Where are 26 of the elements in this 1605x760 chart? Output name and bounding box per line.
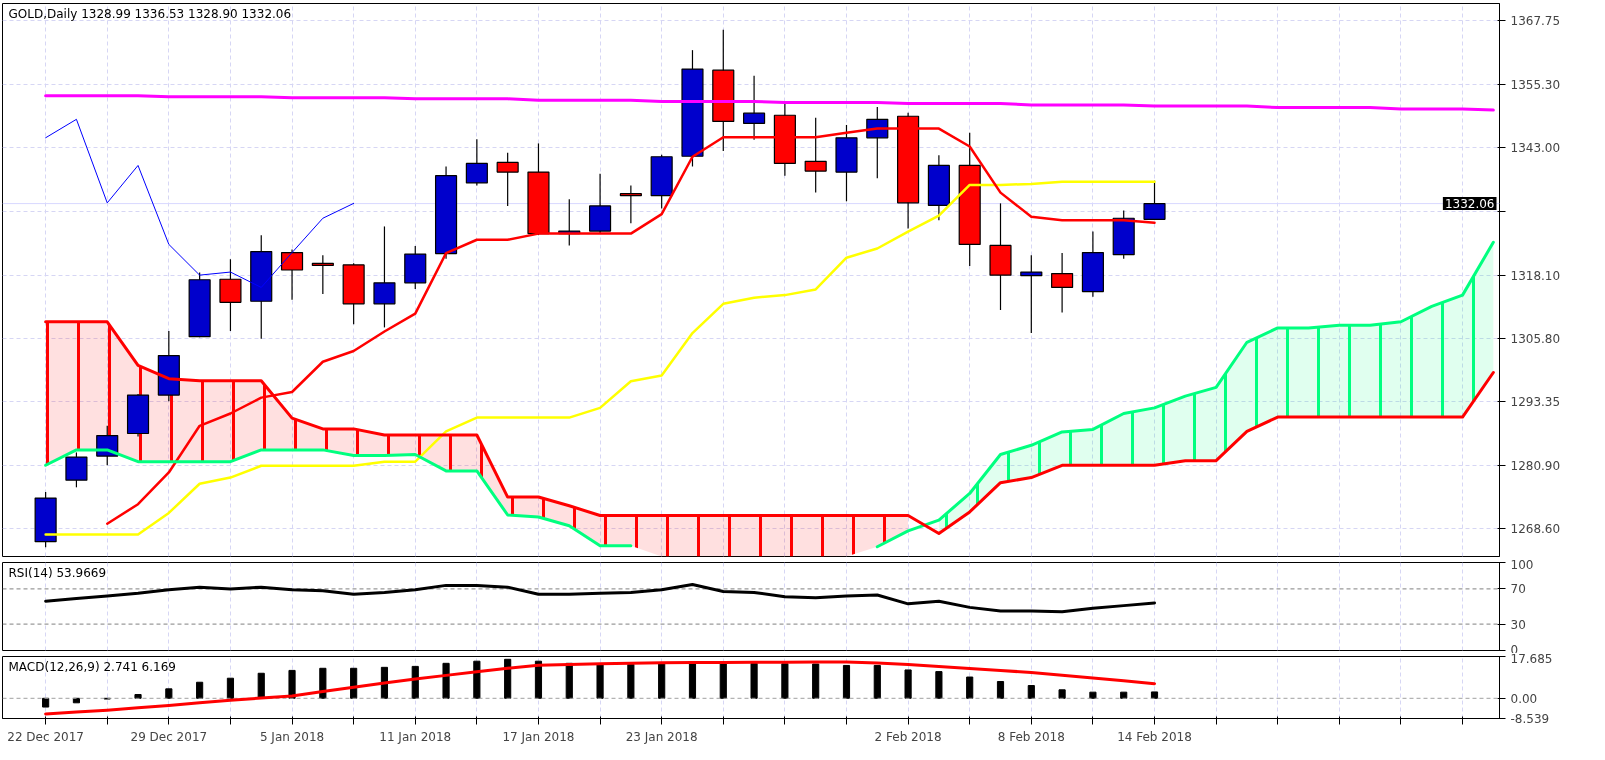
x-tick-label: 5 Jan 2018 xyxy=(259,729,325,744)
x-tick-label: 17 Jan 2018 xyxy=(502,729,575,744)
chart-title: MACD(12,26,9) 2.741 6.169 xyxy=(8,659,176,674)
chart-title: GOLD,Daily 1328.99 1336.53 1328.90 1332.06 xyxy=(8,6,292,21)
chart-title: RSI(14) 53.9669 xyxy=(8,565,107,580)
y-tick-label: 100 xyxy=(1510,557,1534,572)
y-tick-label: 1343.00 xyxy=(1510,141,1561,156)
y-tick-label: 0.00 xyxy=(1510,691,1538,706)
x-tick-label: 23 Jan 2018 xyxy=(625,729,698,744)
ref-line-label: 1332.06 xyxy=(1444,197,1495,212)
y-tick-label: 1305.80 xyxy=(1510,331,1561,346)
x-tick-label: 8 Feb 2018 xyxy=(997,729,1065,744)
y-tick-label: 1318.10 xyxy=(1510,268,1561,283)
y-tick-label: -8.539 xyxy=(1510,712,1550,726)
y-tick-label: 1293.35 xyxy=(1510,395,1561,410)
x-tick-label: 29 Dec 2017 xyxy=(130,729,208,744)
y-tick-label: 1268.60 xyxy=(1510,522,1561,537)
y-tick-label: 30 xyxy=(1510,617,1526,632)
x-tick-label: 22 Dec 2017 xyxy=(7,729,84,744)
x-tick-label: 11 Jan 2018 xyxy=(379,729,452,744)
y-tick-label: 1280.90 xyxy=(1510,459,1561,474)
y-tick-label: 70 xyxy=(1510,582,1526,597)
x-tick-label: 2 Feb 2018 xyxy=(874,729,942,744)
y-tick-label: 1367.75 xyxy=(1510,14,1561,29)
x-tick-label: 14 Feb 2018 xyxy=(1117,729,1192,744)
y-tick-label: 1355.30 xyxy=(1510,77,1561,92)
